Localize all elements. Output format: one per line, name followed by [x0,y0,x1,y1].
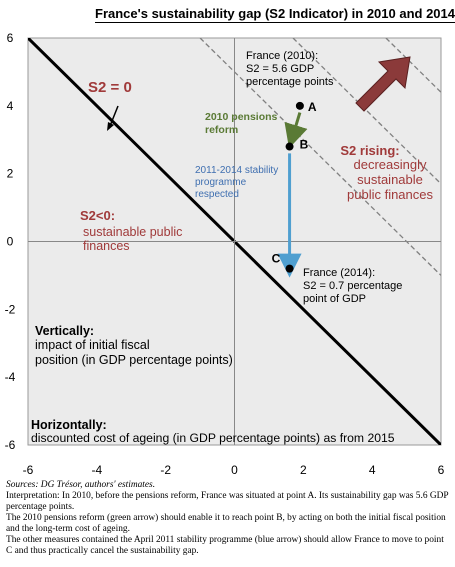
arrows-layer [277,112,308,278]
vertically-body: position (in GDP percentage points) [35,353,233,367]
horizontally-heading: Horizontally: [31,418,107,432]
horizontally-body: discounted cost of ageing (in GDP percen… [31,431,395,445]
s2-zero-label: S2 = 0 [88,79,132,96]
pensions-reform-label: 2010 pensions [205,111,278,123]
chart-notes: Sources: DG Trésor, authors' estimates. … [6,480,451,557]
s2-rising-body: public finances [347,187,433,202]
point-label-a: A [308,100,317,114]
y-tick-label: 4 [7,99,14,113]
vertically-body: impact of initial fiscal [35,338,150,352]
s2-rising-body: decreasingly [354,157,427,172]
s2-negative-body: finances [83,239,130,253]
s2-zero-pointer [109,105,119,127]
points-layer: A B C [272,100,317,273]
x-tick-label: -4 [91,463,102,477]
vertically-heading: Vertically: [35,324,94,338]
france-2014-label: S2 = 0.7 percentage [303,280,402,292]
france-2010-label: France (2010): [246,50,318,62]
stability-programme-label: respected [195,189,239,200]
chart-title: France's sustainability gap (S2 Indicato… [95,6,455,23]
s2-rising-arrow-icon [355,56,411,112]
s2-negative-heading: S2<0: [80,208,115,223]
point-c [285,264,294,273]
y-tick-label: -6 [5,438,16,452]
x-tick-label: 2 [300,463,307,477]
y-tick-label: -2 [5,302,16,316]
s2-negative-body: sustainable public [83,225,182,239]
y-tick-label: 2 [7,167,14,181]
france-2010-label: S2 = 5.6 GDP [246,63,314,75]
annotations-layer: S2 = 0 France (2010):S2 = 5.6 GDPpercenta… [31,50,433,445]
pensions-reform-label: reform [205,124,238,136]
x-tick-label: 4 [369,463,376,477]
y-tick-label: 6 [7,31,14,45]
stability-programme-label: programme [195,177,247,188]
france-2014-label: France (2014): [303,267,375,279]
iso-s2-dashed-line [199,38,441,276]
iso-s2-dashed-line [385,38,441,93]
s2-rising-heading: S2 rising: [340,143,399,158]
x-tick-label: 0 [231,463,238,477]
note-line-1: Interpretation: In 2010, before the pens… [6,491,449,512]
y-tick-label: -4 [5,370,16,384]
x-tick-label: 6 [438,463,445,477]
source-note: Sources: DG Trésor, authors' estimates. [6,480,156,490]
france-2014-label: point of GDP [303,293,366,305]
france-2010-label: percentage points [246,76,334,88]
axes-layer [28,38,441,445]
x-tick-label: -2 [160,463,171,477]
note-line-2: The 2010 pensions reform (green arrow) s… [6,513,446,534]
s2-zero-pointer-head-icon [107,122,114,131]
ticks-layer: -6 -4 -2 0 2 4 6 6 4 2 0 -2 -4 -6 [5,31,445,477]
stability-programme-label: 2011-2014 stability [195,165,278,176]
x-tick-label: -6 [23,463,34,477]
point-label-c: C [272,252,281,266]
green-arrow [284,112,308,149]
note-line-3: The other measures contained the April 2… [6,535,444,556]
point-label-b: B [300,138,309,152]
iso-s2-dashed-line [292,38,441,185]
point-a [295,101,304,110]
s2-rising-body: sustainable [357,172,423,187]
y-tick-label: 0 [7,235,14,249]
chart: -6 -4 -2 0 2 4 6 6 4 2 0 -2 -4 -6 A B C S2 = 0 France (2… [5,31,445,477]
point-b [285,142,294,151]
